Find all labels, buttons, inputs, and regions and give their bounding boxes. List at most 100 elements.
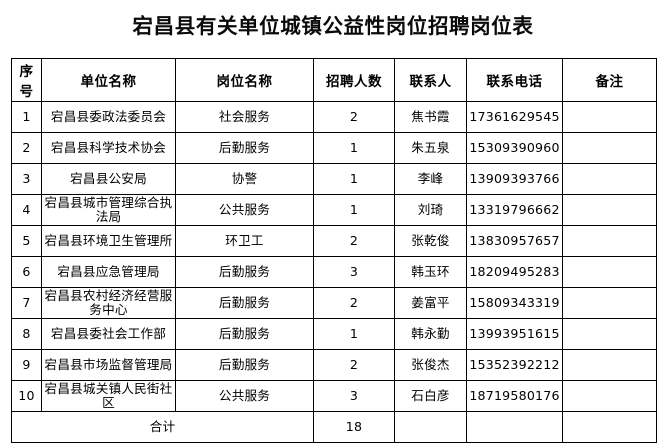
cell-post: 环卫工 bbox=[175, 225, 314, 257]
cell-phone: 13909393766 bbox=[466, 163, 563, 195]
table-row: 8 宕昌县委社会工作部 后勤服务 1 韩永勤 13993951615 bbox=[11, 318, 657, 350]
cell-unit: 宕昌县委社会工作部 bbox=[41, 318, 176, 350]
table-row: 10 宕昌县城关镇人民街社区 公共服务 3 石白彦 18719580176 bbox=[11, 380, 657, 412]
cell-note bbox=[562, 287, 657, 319]
column-header-note: 备注 bbox=[562, 58, 657, 102]
cell-contact: 刘琦 bbox=[394, 194, 467, 226]
job-table-container: 序号 单位名称 岗位名称 招聘人数 联系人 联系电话 备注 1 宕昌县委政法委员… bbox=[11, 58, 657, 443]
cell-count: 1 bbox=[313, 194, 395, 226]
document-page: 宕昌县有关单位城镇公益性岗位招聘岗位表 序号 单位名称 岗位名称 招聘人数 联系… bbox=[11, 14, 657, 443]
cell-note bbox=[562, 318, 657, 350]
cell-phone: 15352392212 bbox=[466, 349, 563, 381]
cell-post: 社会服务 bbox=[175, 101, 314, 133]
cell-contact: 韩玉环 bbox=[394, 256, 467, 288]
cell-note bbox=[562, 225, 657, 257]
cell-post: 后勤服务 bbox=[175, 318, 314, 350]
cell-contact: 张乾俊 bbox=[394, 225, 467, 257]
cell-contact: 韩永勤 bbox=[394, 318, 467, 350]
total-phone bbox=[466, 411, 563, 443]
cell-unit: 宕昌县市场监督管理局 bbox=[41, 349, 176, 381]
cell-contact: 李峰 bbox=[394, 163, 467, 195]
cell-post: 后勤服务 bbox=[175, 349, 314, 381]
column-header-unit: 单位名称 bbox=[41, 58, 176, 102]
total-note bbox=[562, 411, 657, 443]
cell-phone: 15809343319 bbox=[466, 287, 563, 319]
cell-count: 1 bbox=[313, 132, 395, 164]
table-row: 1 宕昌县委政法委员会 社会服务 2 焦书霞 17361629545 bbox=[11, 101, 657, 133]
cell-count: 1 bbox=[313, 318, 395, 350]
table-body: 1 宕昌县委政法委员会 社会服务 2 焦书霞 17361629545 2 宕昌县… bbox=[11, 101, 657, 443]
cell-contact: 朱五泉 bbox=[394, 132, 467, 164]
cell-note bbox=[562, 194, 657, 226]
cell-note bbox=[562, 101, 657, 133]
cell-index: 3 bbox=[11, 163, 42, 195]
cell-post: 后勤服务 bbox=[175, 256, 314, 288]
cell-phone: 15309390960 bbox=[466, 132, 563, 164]
cell-post: 后勤服务 bbox=[175, 287, 314, 319]
cell-contact: 石白彦 bbox=[394, 380, 467, 412]
cell-note bbox=[562, 163, 657, 195]
table-header-row: 序号 单位名称 岗位名称 招聘人数 联系人 联系电话 备注 bbox=[11, 58, 657, 102]
table-row: 9 宕昌县市场监督管理局 后勤服务 2 张俊杰 15352392212 bbox=[11, 349, 657, 381]
column-header-index: 序号 bbox=[11, 58, 42, 102]
cell-phone: 17361629545 bbox=[466, 101, 563, 133]
cell-index: 6 bbox=[11, 256, 42, 288]
table-row: 2 宕昌县科学技术协会 后勤服务 1 朱五泉 15309390960 bbox=[11, 132, 657, 164]
cell-count: 3 bbox=[313, 380, 395, 412]
cell-post: 公共服务 bbox=[175, 380, 314, 412]
cell-count: 1 bbox=[313, 163, 395, 195]
page-title: 宕昌县有关单位城镇公益性岗位招聘岗位表 bbox=[132, 14, 534, 38]
cell-note bbox=[562, 380, 657, 412]
cell-phone: 13319796662 bbox=[466, 194, 563, 226]
total-count: 18 bbox=[313, 411, 395, 443]
cell-count: 3 bbox=[313, 256, 395, 288]
cell-unit: 宕昌县应急管理局 bbox=[41, 256, 176, 288]
cell-post: 公共服务 bbox=[175, 194, 314, 226]
column-header-phone: 联系电话 bbox=[466, 58, 563, 102]
table-row: 5 宕昌县环境卫生管理所 环卫工 2 张乾俊 13830957657 bbox=[11, 225, 657, 257]
cell-count: 2 bbox=[313, 101, 395, 133]
column-header-contact: 联系人 bbox=[394, 58, 467, 102]
total-label: 合计 bbox=[11, 411, 314, 443]
cell-index: 4 bbox=[11, 194, 42, 226]
cell-phone: 13993951615 bbox=[466, 318, 563, 350]
cell-unit: 宕昌县城市管理综合执法局 bbox=[41, 194, 176, 226]
cell-count: 2 bbox=[313, 287, 395, 319]
cell-unit: 宕昌县城关镇人民街社区 bbox=[41, 380, 176, 412]
table-row: 4 宕昌县城市管理综合执法局 公共服务 1 刘琦 13319796662 bbox=[11, 194, 657, 226]
cell-index: 10 bbox=[11, 380, 42, 412]
cell-index: 1 bbox=[11, 101, 42, 133]
cell-contact: 姜富平 bbox=[394, 287, 467, 319]
cell-index: 8 bbox=[11, 318, 42, 350]
cell-index: 7 bbox=[11, 287, 42, 319]
cell-post: 后勤服务 bbox=[175, 132, 314, 164]
cell-post: 协警 bbox=[175, 163, 314, 195]
cell-phone: 18209495283 bbox=[466, 256, 563, 288]
table-row: 6 宕昌县应急管理局 后勤服务 3 韩玉环 18209495283 bbox=[11, 256, 657, 288]
column-header-post: 岗位名称 bbox=[175, 58, 314, 102]
cell-phone: 13830957657 bbox=[466, 225, 563, 257]
table-total-row: 合计 18 bbox=[11, 411, 657, 443]
cell-contact: 张俊杰 bbox=[394, 349, 467, 381]
column-header-count: 招聘人数 bbox=[313, 58, 395, 102]
cell-count: 2 bbox=[313, 225, 395, 257]
total-contact bbox=[394, 411, 467, 443]
cell-unit: 宕昌县委政法委员会 bbox=[41, 101, 176, 133]
cell-index: 5 bbox=[11, 225, 42, 257]
cell-unit: 宕昌县环境卫生管理所 bbox=[41, 225, 176, 257]
table-row: 3 宕昌县公安局 协警 1 李峰 13909393766 bbox=[11, 163, 657, 195]
cell-index: 2 bbox=[11, 132, 42, 164]
cell-unit: 宕昌县农村经济经营服务中心 bbox=[41, 287, 176, 319]
cell-count: 2 bbox=[313, 349, 395, 381]
cell-phone: 18719580176 bbox=[466, 380, 563, 412]
cell-note bbox=[562, 256, 657, 288]
table-row: 7 宕昌县农村经济经营服务中心 后勤服务 2 姜富平 15809343319 bbox=[11, 287, 657, 319]
cell-note bbox=[562, 132, 657, 164]
cell-unit: 宕昌县科学技术协会 bbox=[41, 132, 176, 164]
table-header: 序号 单位名称 岗位名称 招聘人数 联系人 联系电话 备注 bbox=[11, 58, 657, 102]
cell-unit: 宕昌县公安局 bbox=[41, 163, 176, 195]
cell-index: 9 bbox=[11, 349, 42, 381]
job-listing-table: 序号 单位名称 岗位名称 招聘人数 联系人 联系电话 备注 1 宕昌县委政法委员… bbox=[11, 58, 657, 443]
cell-note bbox=[562, 349, 657, 381]
cell-contact: 焦书霞 bbox=[394, 101, 467, 133]
